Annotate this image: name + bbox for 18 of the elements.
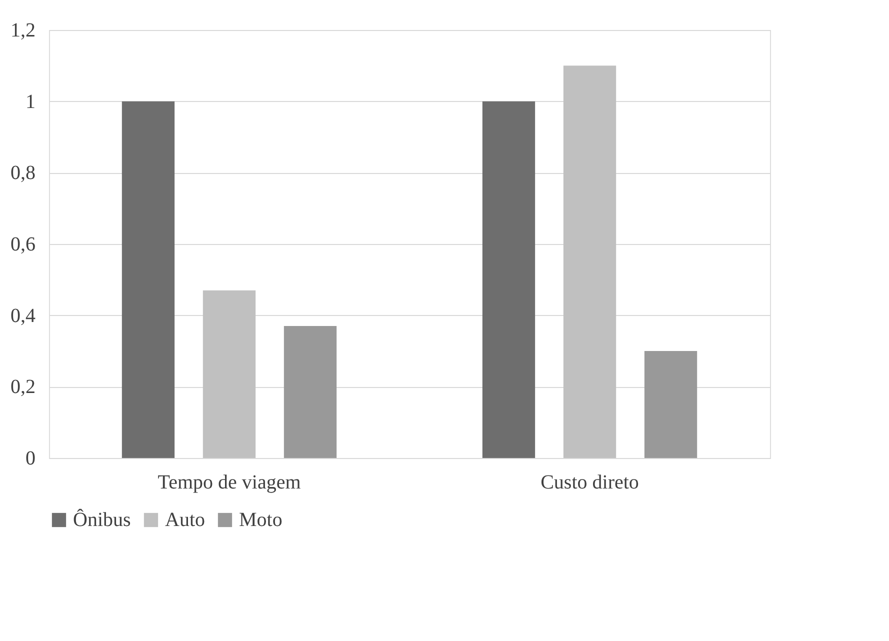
legend-label: Auto — [165, 509, 205, 531]
y-tick-label: 1,2 — [10, 20, 36, 42]
y-tick-label: 0,8 — [10, 162, 36, 184]
bar — [284, 326, 337, 458]
bar — [563, 66, 616, 458]
x-tick-label: Tempo de viagem — [158, 472, 302, 494]
bar — [482, 101, 536, 458]
y-tick-label: 0,6 — [10, 234, 36, 256]
legend-label: Moto — [239, 509, 282, 531]
x-tick-label: Custo direto — [540, 472, 639, 494]
y-tick-label: 0,4 — [10, 304, 36, 327]
bar — [122, 101, 175, 458]
bar — [202, 290, 256, 458]
bar — [644, 351, 698, 458]
y-tick-label: 0 — [26, 448, 36, 470]
y-tick-label: 1 — [26, 90, 36, 113]
y-tick-label: 0,2 — [10, 376, 36, 398]
legend-label: Ônibus — [73, 508, 131, 531]
